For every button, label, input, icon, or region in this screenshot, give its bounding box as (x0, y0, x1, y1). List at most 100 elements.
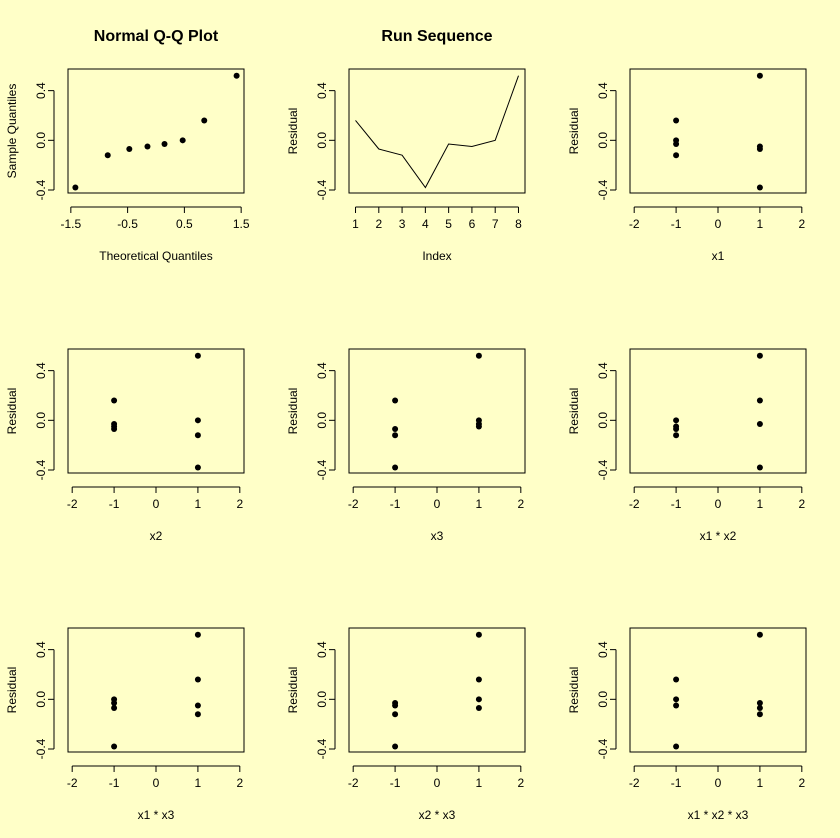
y-tick-label: -0.4 (315, 738, 329, 759)
data-point (392, 432, 399, 439)
data-point (392, 702, 399, 709)
data-point (756, 421, 763, 428)
data-point (673, 117, 680, 124)
data-point (161, 141, 168, 148)
data-point (756, 184, 763, 191)
y-tick-label: -0.4 (34, 459, 48, 480)
x-tick-label: 7 (492, 217, 499, 231)
x-tick-label: 2 (517, 497, 524, 511)
data-point (392, 426, 399, 433)
x-tick-label: 6 (469, 217, 476, 231)
data-point (111, 743, 118, 750)
y-tick-label: 0.0 (34, 691, 48, 708)
data-point (475, 423, 482, 430)
data-point (392, 397, 399, 404)
x-tick-label: 0 (434, 497, 441, 511)
plot-frame (67, 348, 245, 474)
x-tick-label: -1 (671, 217, 682, 231)
y-tick-label: 0.0 (34, 412, 48, 429)
x-tick-label: 0 (715, 776, 722, 790)
data-point (756, 146, 763, 153)
plot-frame (67, 68, 245, 194)
x-tick-label: 2 (798, 776, 805, 790)
data-point (475, 352, 482, 359)
x-tick-label: 0 (715, 497, 722, 511)
data-point (111, 700, 118, 707)
x-tick-label: 1 (757, 217, 764, 231)
data-point (104, 152, 111, 159)
chart-panel-7: -2 -1 0 1 2 -0.4 0.0 0.4 x1 * x3 Residual (5, 627, 245, 822)
x-tick-label: 0.5 (176, 217, 193, 231)
data-point (111, 397, 118, 404)
x-axis-label: x1 * x2 (700, 529, 737, 543)
y-tick-label: -0.4 (34, 179, 48, 200)
data-point (194, 711, 201, 718)
y-tick-label: 0.4 (315, 641, 329, 658)
x-tick-label: 1 (476, 497, 483, 511)
chart-panel-6: -2 -1 0 1 2 -0.4 0.0 0.4 x1 * x2 Residual (567, 348, 807, 543)
data-point (201, 117, 208, 124)
x-tick-label: -2 (67, 776, 78, 790)
data-point (194, 432, 201, 439)
data-point (756, 72, 763, 79)
x-axis-label: Theoretical Quantiles (99, 249, 212, 263)
data-point (673, 676, 680, 683)
x-tick-label: 1 (757, 497, 764, 511)
plot-frame (629, 68, 807, 194)
y-tick-label: 0.4 (34, 362, 48, 379)
chart-panel-8: -2 -1 0 1 2 -0.4 0.0 0.4 x2 * x3 Residual (286, 627, 526, 822)
x-tick-label: -2 (629, 776, 640, 790)
plot-frame (348, 68, 526, 194)
y-tick-label: -0.4 (596, 179, 610, 200)
x-tick-label: 0 (153, 497, 160, 511)
data-point (72, 184, 79, 191)
series-line (355, 75, 519, 189)
y-tick-label: -0.4 (315, 179, 329, 200)
data-point (673, 702, 680, 709)
x-tick-label: 0 (715, 217, 722, 231)
chart-panel-2: 1 2 3 4 5 6 7 8 -0.4 0.0 0.4 Index Residual Run Seque… (286, 28, 526, 263)
y-axis-label: Residual (5, 388, 19, 435)
data-point (756, 705, 763, 712)
x-tick-label: 2 (517, 776, 524, 790)
x-axis-label: x2 (150, 529, 163, 543)
y-tick-label: 0.4 (34, 82, 48, 99)
data-point (194, 352, 201, 359)
x-tick-label: -1.5 (60, 217, 81, 231)
x-tick-label: 1 (195, 776, 202, 790)
x-tick-label: -1 (671, 497, 682, 511)
plot-frame (348, 348, 526, 474)
data-point (673, 743, 680, 750)
x-tick-label: 2 (798, 497, 805, 511)
chart-panel-3: -2 -1 0 1 2 -0.4 0.0 0.4 x1 Residual (567, 68, 807, 263)
x-tick-label: 2 (375, 217, 382, 231)
y-axis-label: Residual (5, 667, 19, 714)
x-tick-label: -0.5 (117, 217, 138, 231)
data-point (392, 743, 399, 750)
y-tick-label: 0.0 (315, 412, 329, 429)
x-axis-label: x3 (431, 529, 444, 543)
plot-frame (348, 627, 526, 753)
y-tick-label: -0.4 (34, 738, 48, 759)
x-tick-label: -2 (348, 776, 359, 790)
y-tick-label: 0.0 (315, 691, 329, 708)
data-point (475, 676, 482, 683)
x-tick-label: 1 (195, 497, 202, 511)
x-tick-label: 2 (236, 776, 243, 790)
x-tick-label: -1 (390, 497, 401, 511)
x-tick-label: -1 (109, 776, 120, 790)
data-point (126, 146, 133, 153)
data-point (233, 72, 240, 79)
plot-frame (629, 627, 807, 753)
y-tick-label: 0.0 (34, 132, 48, 149)
data-point (673, 696, 680, 703)
x-axis-label: Index (422, 249, 451, 263)
data-point (756, 464, 763, 471)
chart-panel-1: -1.5 -0.5 0.5 1.5 -0.4 0.0 0.4 Theoretical Quan… (5, 28, 250, 263)
x-tick-label: 8 (515, 217, 522, 231)
data-point (756, 352, 763, 359)
data-point (756, 700, 763, 707)
y-axis-label: Residual (567, 108, 581, 155)
x-tick-label: 5 (445, 217, 452, 231)
